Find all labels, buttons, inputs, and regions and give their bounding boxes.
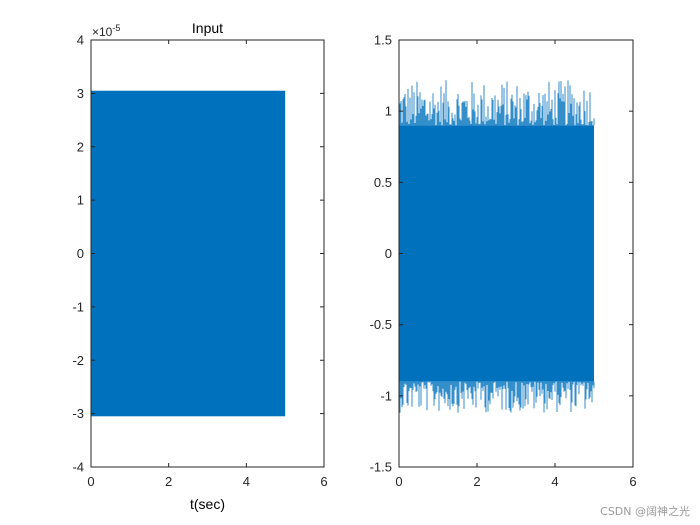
- x-tick-label: 4: [243, 474, 250, 489]
- x-tick-label: 6: [629, 474, 636, 489]
- y-tick-label: 3: [77, 86, 84, 101]
- x-tick-label: 6: [320, 474, 327, 489]
- watermark-text: CSDN @阔神之光: [600, 504, 690, 518]
- x-tick-label: 0: [87, 474, 94, 489]
- axes-frame: [398, 39, 634, 468]
- left-y-exponent-base: ×10: [92, 25, 113, 39]
- left-subplot: 0 2 4 6 -4 -3 -2 -1 0 1 2 3 4 Input t(sec) ×10-5: [72, 20, 327, 512]
- y-tick-label: -0.5: [370, 317, 392, 332]
- y-tick-label: -2: [72, 353, 84, 368]
- signal-band: [399, 125, 594, 382]
- x-tick-label: 2: [473, 474, 480, 489]
- y-tick-label: 4: [77, 33, 84, 48]
- x-tick-label: 2: [165, 474, 172, 489]
- y-tick-label: 1: [385, 104, 392, 119]
- left-y-exponent-power: -5: [112, 23, 120, 33]
- axes-frame: [90, 39, 325, 468]
- left-subplot-xlabel: t(sec): [190, 496, 225, 512]
- x-tick-label: 0: [395, 474, 402, 489]
- y-tick-label: -1: [72, 299, 84, 314]
- y-tick-label: -3: [72, 406, 84, 421]
- y-tick-label: -4: [72, 460, 84, 475]
- y-tick-label: 1.5: [374, 33, 392, 48]
- right-subplot: 0 2 4 6 -1.5 -1 -0.5 0 0.5 1 1.5: [370, 33, 637, 490]
- x-tick-label: 4: [551, 474, 558, 489]
- y-tick-label: 1: [77, 193, 84, 208]
- y-tick-label: -1: [380, 388, 392, 403]
- y-tick-label: 0: [77, 246, 84, 261]
- y-tick-label: 0.5: [374, 175, 392, 190]
- signal-band: [91, 90, 286, 417]
- y-tick-label: 2: [77, 139, 84, 154]
- left-subplot-title: Input: [192, 20, 223, 36]
- y-tick-label: -1.5: [370, 460, 392, 475]
- y-tick-label: 0: [385, 246, 392, 261]
- left-y-exponent: ×10-5: [92, 23, 120, 39]
